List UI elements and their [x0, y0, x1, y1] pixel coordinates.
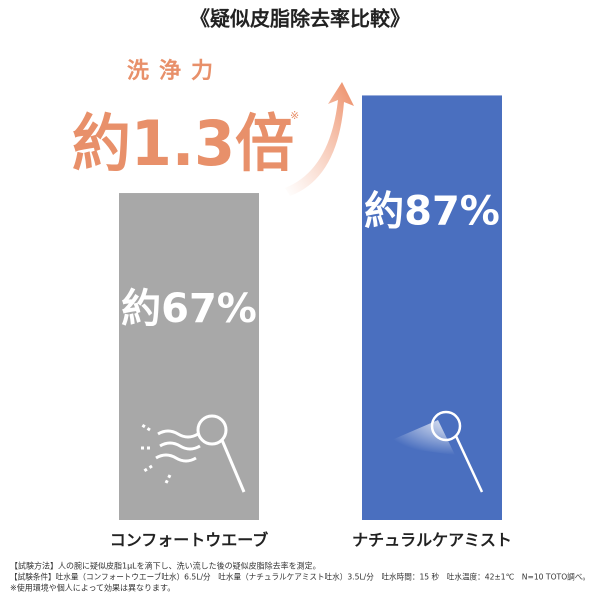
- bars: 約67% コンフォートウエーブ 約87% ナチュラルケアミスト: [110, 95, 512, 550]
- footnotes: 【試験方法】人の腕に疑似皮脂1μLを滴下し、洗い流した後の疑似皮脂除去率を測定。…: [10, 561, 590, 593]
- value-label: 約67%: [121, 286, 257, 332]
- increase-arrow: [285, 82, 354, 196]
- chart-title: 《疑似皮脂除去率比較》: [190, 7, 410, 31]
- footnote: 【試験方法】人の腕に疑似皮脂1μLを滴下し、洗い流した後の疑似皮脂除去率を測定。: [10, 561, 321, 571]
- value-label: 約87%: [364, 188, 500, 234]
- headline-label: 洗浄力: [127, 58, 223, 84]
- x-tick-label: コンフォートウエーブ: [110, 531, 269, 550]
- headline-note: ※: [290, 109, 299, 122]
- bar: [119, 193, 259, 521]
- footnote: ※使用環境や個人によって効果は異なります。: [10, 583, 175, 593]
- footnote: 【試験条件】吐水量（コンフォートウエーブ吐水）6.5L/分 吐水量（ナチュラルケ…: [10, 572, 590, 582]
- headline-value: 約1.3倍: [72, 107, 294, 180]
- shower-icon-gray: [140, 414, 246, 493]
- shower-icon-blue: [380, 410, 484, 493]
- bar: [362, 95, 502, 520]
- x-tick-label: ナチュラルケアミスト: [352, 531, 512, 550]
